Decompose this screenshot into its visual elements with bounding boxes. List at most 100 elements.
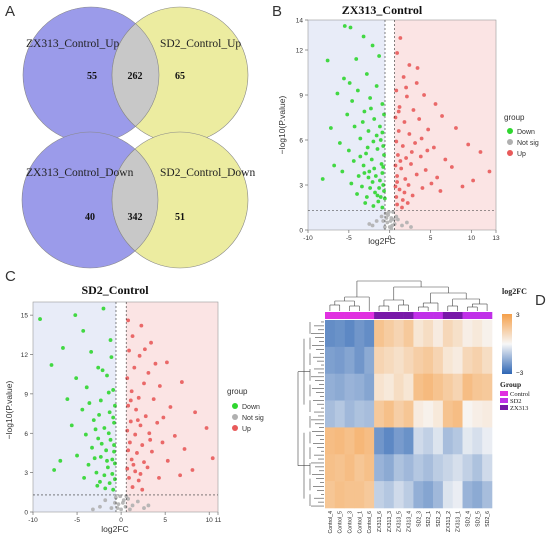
point-notsig: [115, 506, 120, 510]
heatmap-cells: [325, 320, 493, 509]
point-notsig: [103, 498, 108, 503]
point-up: [396, 129, 401, 133]
column-label: SD2_1: [426, 511, 432, 527]
heatmap-cell: [433, 346, 444, 375]
point-up: [138, 423, 143, 428]
point-down: [364, 195, 369, 199]
point-notsig: [379, 214, 384, 219]
point-down: [112, 420, 116, 425]
point-up: [128, 419, 133, 424]
point-down: [84, 385, 89, 390]
heatmap-cell: [403, 373, 414, 401]
y-tick-label: 3: [299, 183, 303, 190]
point-up: [131, 462, 136, 467]
point-down: [363, 201, 368, 205]
heatmap-cell: [354, 481, 365, 509]
point-up: [433, 102, 438, 106]
point-up: [145, 465, 150, 470]
heatmap-cell: [325, 427, 336, 455]
venn-diagram-down: ZX313_Control_Down SD2_Control_Down 40 3…: [21, 131, 255, 269]
point-up: [396, 153, 400, 157]
point-down: [109, 355, 114, 360]
point-down: [104, 448, 109, 453]
point-down: [381, 165, 386, 169]
point-notsig: [146, 503, 151, 508]
point-up: [140, 487, 145, 492]
column-label: Control_4: [328, 511, 334, 534]
venn-label-zx313-down: ZX313_Control_Down: [26, 167, 134, 179]
y-tick-label: 12: [21, 352, 29, 359]
point-up: [394, 88, 399, 93]
point-down: [80, 407, 85, 412]
heatmap-cell: [413, 481, 424, 509]
point-down: [108, 338, 113, 342]
x-tick-label: 10: [468, 235, 476, 242]
point-down: [370, 43, 375, 48]
point-down: [364, 72, 369, 76]
heatmap-cell: [393, 373, 404, 401]
down-region: [308, 20, 385, 230]
heatmap-cell: [472, 481, 483, 509]
heatmap-cell: [383, 373, 395, 401]
point-up: [438, 189, 443, 193]
venn-label-zx313-up: ZX313_Control_Up: [26, 38, 120, 50]
point-notsig: [370, 223, 375, 228]
heatmap-cell: [423, 373, 434, 401]
point-up: [136, 478, 141, 483]
point-down: [369, 106, 373, 111]
heatmap-cell: [364, 427, 375, 455]
point-up: [151, 397, 156, 402]
point-notsig: [381, 219, 386, 223]
heatmap-cell: [354, 373, 365, 401]
point-down: [373, 174, 378, 178]
heatmap-cell: [383, 400, 395, 428]
point-notsig: [390, 223, 395, 228]
point-down: [103, 486, 108, 491]
group-label-control: Control: [510, 391, 530, 398]
column-label: Control_1: [357, 511, 363, 534]
point-up: [134, 407, 138, 412]
point-down: [91, 418, 96, 423]
point-down: [368, 186, 373, 190]
group-cell: [364, 312, 375, 319]
point-down: [366, 129, 371, 133]
point-up: [487, 169, 492, 174]
point-down: [355, 192, 359, 196]
column-label: SD2_2: [436, 511, 442, 527]
column-label: ZX313_5: [397, 511, 403, 532]
point-up: [440, 114, 444, 118]
point-down: [382, 112, 386, 117]
point-down: [99, 441, 104, 446]
point-up: [393, 115, 398, 120]
group-cell: [452, 312, 463, 319]
heatmap-cell: [462, 427, 473, 455]
heatmap-cell: [403, 427, 414, 455]
point-notsig: [119, 507, 123, 512]
point-down: [373, 190, 377, 195]
volcano-xlabel: log2FC: [368, 236, 395, 246]
heatmap-cell: [482, 346, 493, 375]
point-down: [335, 91, 340, 96]
heatmap-cell: [433, 400, 444, 428]
heatmap-cell: [442, 481, 454, 509]
point-up: [126, 448, 131, 453]
point-up: [431, 145, 436, 150]
heatmap-cell: [325, 373, 336, 401]
point-down: [111, 388, 116, 392]
legend-down-label: Down: [242, 404, 260, 411]
point-down: [352, 124, 357, 129]
heatmap-cell: [374, 481, 385, 509]
group-swatch-zx313: [500, 405, 508, 410]
point-up: [398, 159, 403, 163]
venn-count-overlap-up: 262: [128, 71, 143, 82]
heatmap-cell: [462, 320, 473, 348]
venn-count-zx313-only-down: 40: [85, 212, 95, 223]
heatmap-cell: [374, 454, 385, 482]
point-down: [349, 181, 354, 186]
point-down: [346, 148, 351, 153]
heatmap-cell: [462, 400, 473, 428]
legend-up-swatch: [232, 425, 238, 431]
group-cell: [472, 312, 483, 319]
point-up: [394, 139, 399, 144]
point-notsig: [116, 502, 121, 507]
